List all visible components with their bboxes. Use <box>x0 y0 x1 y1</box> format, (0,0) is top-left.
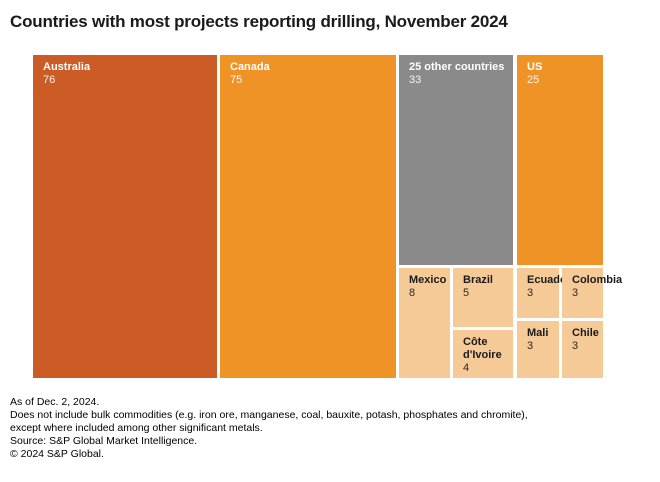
tile-value: 5 <box>463 287 470 299</box>
treemap-tile-colombia: Colombia 3 <box>562 268 623 318</box>
treemap-tile-mali: Mali 3 <box>517 321 559 378</box>
tile-value: 3 <box>527 287 534 299</box>
treemap-tile-cote-divoire: Côte d'Ivoire 4 <box>453 330 513 378</box>
tile-value: 75 <box>230 74 243 86</box>
tile-country-label: Mexico <box>409 274 447 286</box>
tile-country-label: US <box>527 61 543 73</box>
treemap-tile-brazil: Brazil 5 <box>453 268 513 327</box>
footnote-exclusions-1: Does not include bulk commodities (e.g. … <box>10 409 528 421</box>
footnotes: As of Dec. 2, 2024. Does not include bul… <box>10 396 528 461</box>
tile-country-label: Brazil <box>463 274 493 286</box>
tile-value: 4 <box>463 362 470 374</box>
footnote-as-of-date: As of Dec. 2, 2024. <box>10 396 100 408</box>
tile-value: 3 <box>527 340 534 352</box>
tile-country-label: Australia <box>43 61 91 73</box>
treemap-tile-australia: Australia 76 <box>33 55 217 378</box>
treemap-tile-mexico: Mexico 8 <box>399 268 450 378</box>
treemap-tile-canada: Canada 75 <box>220 55 396 378</box>
footnote-exclusions-2: except where included among other signif… <box>10 422 263 434</box>
tile-country-label: 25 other countries <box>409 61 505 73</box>
tile-country-label: Colombia <box>572 274 623 286</box>
tile-country-label: Chile <box>572 327 599 339</box>
tile-value: 3 <box>572 340 579 352</box>
tile-value: 33 <box>409 74 422 86</box>
tile-country-label: Canada <box>230 61 270 73</box>
tile-country-label: Ecuador <box>527 274 572 286</box>
tile-value: 76 <box>43 74 56 86</box>
chart-title: Countries with most projects reporting d… <box>10 12 508 31</box>
tile-country-label: Côte d'Ivoire <box>463 336 502 361</box>
treemap-tile-chile: Chile 3 <box>562 321 603 378</box>
treemap-tile-us: US 25 <box>517 55 603 265</box>
treemap-tile-ecuador: Ecuador 3 <box>517 268 572 318</box>
tile-country-label: Mali <box>527 327 549 339</box>
footnote-copyright: © 2024 S&P Global. <box>10 448 104 460</box>
tile-value: 25 <box>527 74 540 86</box>
treemap-tile-25-other-countries: 25 other countries 33 <box>399 55 513 265</box>
tile-value: 3 <box>572 287 579 299</box>
tile-value: 8 <box>409 287 416 299</box>
footnote-source: Source: S&P Global Market Intelligence. <box>10 435 198 447</box>
